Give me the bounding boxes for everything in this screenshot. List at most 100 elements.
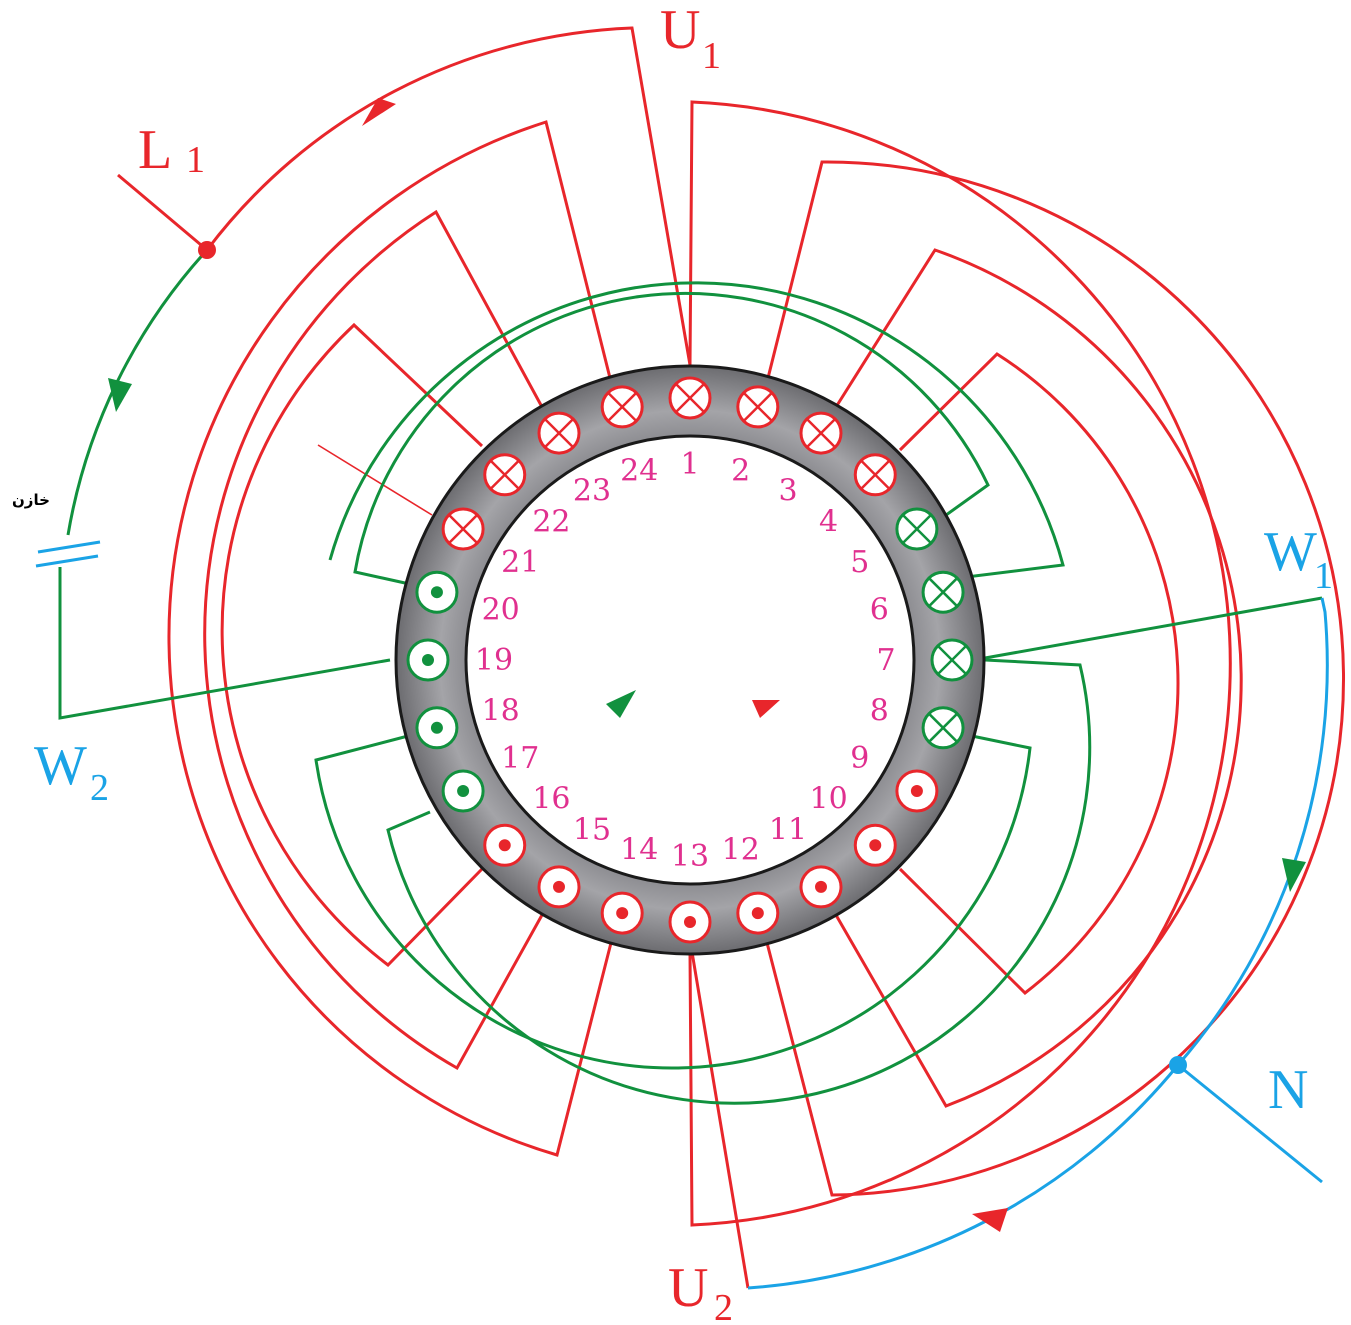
terminal-u1-subscript: 1 xyxy=(702,35,721,77)
coil-1-13 xyxy=(688,100,1232,1227)
slot-16-dot-icon xyxy=(483,823,527,867)
capacitor-symbol xyxy=(35,540,101,568)
stator-slots xyxy=(406,376,974,944)
arrow-icon xyxy=(108,378,132,412)
slot-number-8: 8 xyxy=(870,694,889,729)
slot-number-3: 3 xyxy=(778,473,797,508)
terminal-u1: U 1 xyxy=(660,0,721,77)
capacitor-to-w2-lead xyxy=(58,567,391,720)
slot-number-4: 4 xyxy=(819,504,838,539)
slot-number-12: 12 xyxy=(722,832,760,867)
slot-6-cross-icon xyxy=(921,570,965,614)
u2-lead xyxy=(690,951,750,1289)
slot-3-cross-icon xyxy=(799,411,843,455)
terminal-w1: W 1 xyxy=(1264,521,1333,597)
arrow-icon xyxy=(1282,858,1306,892)
coil-22-16 xyxy=(220,322,484,967)
slot-12-dot-icon xyxy=(736,891,780,935)
slot-5-cross-icon xyxy=(895,507,939,551)
terminal-u2: U 2 xyxy=(668,1257,733,1325)
coil-24-14 xyxy=(167,120,615,1157)
slot-number-14: 14 xyxy=(620,832,658,867)
slot-number-17: 17 xyxy=(501,741,539,776)
slot-2-cross-icon xyxy=(736,385,780,429)
slot-number-9: 9 xyxy=(850,741,869,776)
terminal-l1-subscript: 1 xyxy=(186,139,205,181)
terminal-w1-subscript: 1 xyxy=(1314,555,1333,597)
slot-number-5: 5 xyxy=(850,545,869,580)
slot-19-dot-icon xyxy=(406,638,450,682)
slot-number-16: 16 xyxy=(532,782,570,817)
slot-number-18: 18 xyxy=(482,694,520,729)
arrow-icon xyxy=(972,1208,1008,1232)
slot-number-22: 22 xyxy=(532,504,570,539)
slot-number-24: 24 xyxy=(620,454,658,489)
terminal-w2-subscript: 2 xyxy=(90,767,109,809)
slot-7-cross-icon xyxy=(930,638,974,682)
slot-number-15: 15 xyxy=(573,813,611,848)
n-terminal-lead xyxy=(1177,1063,1323,1184)
slot-number-1: 1 xyxy=(680,447,699,482)
l1-to-u1-lead xyxy=(205,26,692,366)
terminal-l1: L 1 xyxy=(138,119,205,181)
slot-11-dot-icon xyxy=(799,865,843,909)
slot-17-dot-icon xyxy=(441,769,485,813)
slot-20-dot-icon xyxy=(415,570,459,614)
slot-22-cross-icon xyxy=(483,453,527,497)
main-winding xyxy=(167,26,1345,1289)
stator-bore xyxy=(464,434,916,886)
slot-9-dot-icon xyxy=(895,769,939,813)
w1-to-n-lead xyxy=(1176,597,1329,1066)
l1-terminal-lead xyxy=(117,173,208,252)
terminal-n: N xyxy=(1268,1059,1308,1121)
coil-23-15 xyxy=(203,209,544,1071)
slot-number-7: 7 xyxy=(876,643,895,678)
slot-21-cross-icon xyxy=(441,507,485,551)
coil-4-10 xyxy=(898,352,1180,995)
slot-21-lead xyxy=(317,444,433,516)
slot-4-cross-icon xyxy=(853,453,897,497)
coil-20-5 xyxy=(353,291,990,585)
terminal-l1-label: L xyxy=(138,119,172,181)
arrow-icon xyxy=(606,690,636,718)
slot-number-20: 20 xyxy=(482,592,520,627)
slot-number-11: 11 xyxy=(769,813,807,848)
coil-18-8 xyxy=(314,734,1032,1070)
slot-number-13: 13 xyxy=(671,839,709,874)
slot-number-6: 6 xyxy=(870,592,889,627)
n-junction-dot xyxy=(1169,1056,1187,1074)
arrow-icon xyxy=(752,700,780,718)
slot-number-21: 21 xyxy=(501,545,539,580)
terminal-u1-label: U xyxy=(660,0,700,61)
coil-3-11 xyxy=(834,248,1243,1108)
terminal-u2-label: U xyxy=(668,1257,708,1319)
slot-14-dot-icon xyxy=(600,891,644,935)
terminal-n-label: N xyxy=(1268,1059,1308,1121)
slot-13-dot-icon xyxy=(668,900,712,944)
slot-number-23: 23 xyxy=(573,473,611,508)
terminal-u2-subscript: 2 xyxy=(714,1287,733,1325)
slot-23-cross-icon xyxy=(537,411,581,455)
terminal-w2: W 2 xyxy=(34,735,109,809)
coil-2-12 xyxy=(763,160,1345,1197)
slot-number-10: 10 xyxy=(809,782,847,817)
slot-10-dot-icon xyxy=(853,823,897,867)
coil-6-outer xyxy=(328,281,1065,585)
coil-17-7 xyxy=(386,658,1092,1105)
capacitor-label: خازن xyxy=(12,491,50,509)
l1-to-capacitor-lead xyxy=(66,248,209,536)
w1-lead xyxy=(984,596,1323,660)
slot-1-cross-icon xyxy=(668,376,712,420)
l1-junction-dot xyxy=(198,241,216,259)
terminal-w2-label: W xyxy=(34,735,87,797)
arrow-icon xyxy=(362,98,396,126)
slot-15-dot-icon xyxy=(537,865,581,909)
slot-number-2: 2 xyxy=(731,454,750,489)
slot-8-cross-icon xyxy=(921,706,965,750)
terminal-w1-label: W xyxy=(1264,521,1317,583)
slot-18-dot-icon xyxy=(415,706,459,750)
slot-number-19: 19 xyxy=(475,643,513,678)
